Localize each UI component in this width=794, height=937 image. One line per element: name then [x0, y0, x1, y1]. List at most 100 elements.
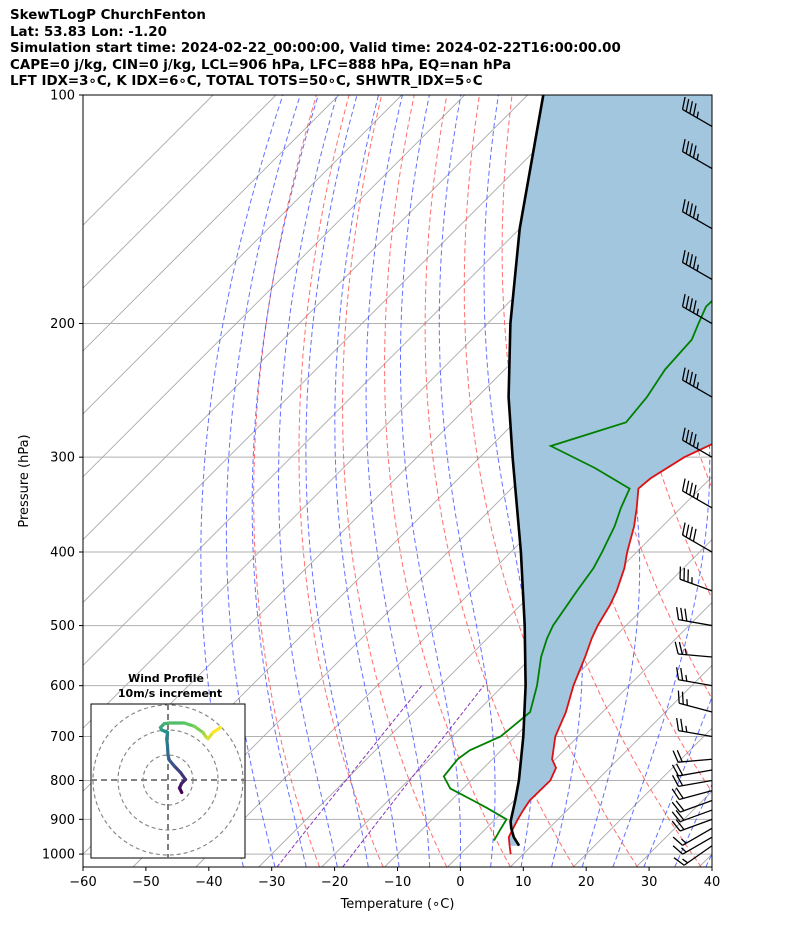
wind-barb-feather — [681, 522, 686, 536]
wind-barb-feather — [681, 367, 686, 381]
wind-barb-feather — [675, 809, 685, 821]
wind-barb-feather — [685, 141, 690, 154]
wind-barb-feather — [689, 431, 694, 445]
wind-barb-half-feather — [696, 308, 700, 316]
mixing-ratio-line — [342, 685, 485, 867]
stability-indices: LFT IDX=3∘C, K IDX=6∘C, TOTAL TOTS=50∘C,… — [10, 74, 483, 90]
moist-adiabat-line — [334, 95, 400, 867]
x-tick-label: 10 — [515, 875, 532, 890]
wind-barb — [674, 641, 713, 658]
wind-barb-staff — [678, 779, 713, 788]
wind-barb-feather — [681, 478, 686, 492]
wind-barb-staff — [683, 845, 713, 866]
wind-barb-feather — [692, 145, 697, 158]
wind-barb-staff — [678, 769, 713, 777]
wind-barb-feather — [692, 484, 697, 498]
dry-adiabat-line — [424, 95, 575, 867]
wind-barb-staff — [679, 809, 713, 823]
wind-barb-feather — [676, 763, 684, 776]
wind-barb-staff — [678, 758, 713, 763]
moist-adiabat-line — [737, 95, 794, 867]
x-tick-label: 30 — [641, 875, 658, 890]
isotherm-line — [698, 853, 712, 867]
wind-barb-staff — [682, 305, 713, 325]
wind-barb — [671, 763, 713, 777]
isotherm-line — [83, 95, 466, 478]
isotherm-line — [762, 95, 794, 867]
wind-barb — [681, 293, 713, 325]
wind-barb — [671, 809, 713, 823]
wind-barb-staff — [682, 379, 713, 398]
wind-barb-feather — [685, 201, 690, 214]
mixing-ratio-line — [276, 685, 423, 867]
wind-barb-feather — [689, 371, 694, 385]
wind-barb-feather — [685, 296, 690, 309]
wind-barb-feather — [685, 252, 690, 265]
wind-barb — [671, 774, 713, 788]
wind-barb-feather — [671, 774, 680, 787]
dry-adiabat-line — [384, 95, 511, 867]
wind-barb-half-feather — [681, 847, 687, 853]
moist-adiabat-line — [225, 95, 301, 867]
wind-barb — [672, 749, 713, 763]
wind-barb-feather — [685, 480, 690, 494]
wind-barb-staff — [682, 490, 713, 509]
wind-barb-staff — [682, 836, 713, 855]
x-tick-label: −30 — [258, 875, 285, 890]
wind-barb-feather — [689, 101, 694, 114]
wind-barb — [681, 249, 713, 281]
wind-barb-half-feather — [696, 442, 700, 449]
wind-barb-staff — [678, 619, 713, 627]
x-tick-label: −40 — [195, 875, 222, 890]
moist-adiabat-line — [483, 95, 536, 867]
wind-barb-staff — [679, 799, 713, 813]
y-tick-label: 100 — [50, 89, 75, 104]
isotherm-line — [83, 95, 591, 604]
wind-barb-feather — [689, 203, 694, 216]
dry-adiabat-line — [342, 95, 448, 867]
wind-barb-staff — [679, 818, 713, 832]
isotherm-line — [510, 664, 712, 867]
wind-barb-feather — [689, 482, 694, 496]
wind-barb-staff — [682, 827, 713, 846]
hodograph-subtitle: 10m/s increment — [118, 687, 222, 700]
wind-barb-feather — [692, 256, 697, 269]
dry-adiabat-line — [538, 95, 712, 794]
hodograph-title: Wind Profile — [128, 672, 204, 685]
wind-barb-half-feather — [696, 213, 700, 221]
wind-barb — [681, 139, 713, 170]
wind-barb-feather — [680, 718, 684, 732]
x-axis-label: Temperature (∘C) — [340, 897, 455, 912]
wind-barb-feather — [675, 800, 685, 812]
wind-barb-staff — [679, 578, 713, 592]
wind-barb — [671, 799, 713, 813]
x-tick-label: −20 — [321, 875, 348, 890]
wind-barb-feather — [681, 199, 686, 212]
moist-adiabat-line — [305, 95, 369, 867]
hodograph-plot — [91, 704, 245, 858]
stability-parameters: CAPE=0 j/kg, CIN=0 j/kg, LCL=906 hPa, LF… — [10, 57, 512, 73]
dry-adiabat-line — [501, 95, 702, 867]
moist-adiabat-line — [277, 95, 338, 867]
wind-barb-feather — [681, 293, 686, 307]
dry-adiabat-line — [740, 95, 794, 867]
station-location: Lat: 53.83 Lon: -1.20 — [10, 24, 167, 40]
wind-barb-feather — [689, 254, 694, 267]
wind-barb-staff — [682, 534, 713, 553]
wind-barb-feather — [680, 667, 684, 681]
y-tick-label: 300 — [50, 451, 75, 466]
wind-barb-feather — [676, 717, 680, 731]
isotherm-line — [83, 95, 214, 226]
isotherm-line — [83, 95, 277, 289]
wind-barb-feather — [675, 787, 684, 799]
wind-barb-feather — [677, 690, 680, 704]
y-tick-label: 700 — [50, 730, 75, 745]
wind-barb — [679, 566, 713, 592]
wind-barb-feather — [681, 139, 686, 152]
isotherm-line — [447, 601, 712, 867]
isotherm-line — [83, 95, 403, 415]
isotherm-line — [83, 95, 528, 541]
moist-adiabat-line — [251, 95, 319, 867]
wind-barb-feather — [676, 774, 684, 786]
wind-barb-feather — [672, 836, 683, 846]
